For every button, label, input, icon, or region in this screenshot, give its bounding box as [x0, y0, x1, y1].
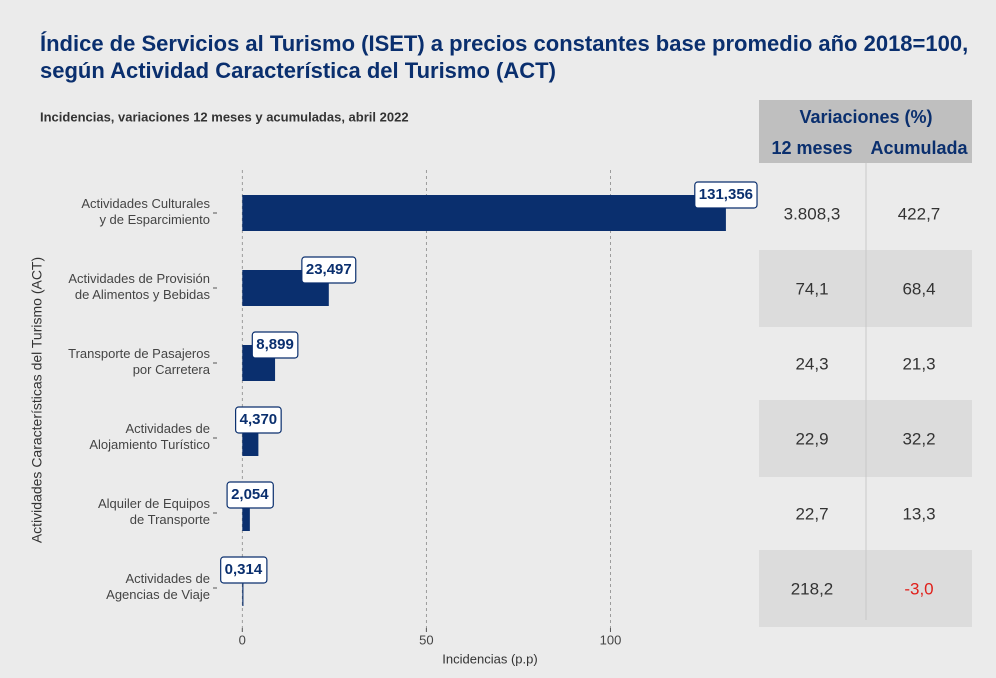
y-axis-title: Actividades Características del Turismo …	[29, 257, 45, 543]
data-label-box	[251, 331, 299, 359]
chart-title: Índice de Servicios al Turismo (ISET) a …	[40, 31, 968, 83]
table-title: Variaciones (%)	[799, 107, 932, 127]
table-cell: 13,3	[902, 504, 935, 523]
table-cell: 68,4	[902, 279, 935, 298]
data-label: 8,899	[256, 336, 294, 353]
column-header: Acumulada	[870, 138, 968, 158]
data-label-box	[220, 556, 268, 584]
y-tick-label: Actividades de Agencias de Viaje	[106, 572, 210, 603]
table-cell: 24,3	[795, 354, 828, 373]
data-label: 23,497	[306, 261, 352, 278]
data-label: 2,054	[231, 486, 269, 503]
bar	[242, 570, 244, 606]
column-header: 12 meses	[771, 138, 852, 158]
x-tick-label: 100	[600, 632, 622, 647]
table-cell: -3,0	[904, 579, 933, 598]
table-cell: 21,3	[902, 354, 935, 373]
data-label-box	[301, 256, 357, 284]
y-tick-label: Actividades de Provisión de Alimentos y B…	[68, 272, 210, 303]
table-header	[759, 100, 972, 163]
data-label: 0,314	[225, 561, 263, 578]
table-cell: 218,2	[791, 579, 834, 598]
data-label-box	[226, 481, 274, 509]
table-cell: 22,9	[795, 429, 828, 448]
x-tick-label: 50	[419, 632, 433, 647]
y-tick-label: Actividades de Alojamiento Turístico	[89, 422, 210, 453]
data-label-box	[694, 181, 758, 209]
table-cell: 22,7	[795, 504, 828, 523]
data-label-box	[235, 406, 282, 434]
table-cell: 74,1	[795, 279, 828, 298]
bar	[242, 195, 726, 231]
y-tick-label: Alquiler de Equipos de Transporte	[98, 497, 211, 528]
x-axis-title: Incidencias (p.p)	[442, 651, 537, 666]
table-cell: 3.808,3	[784, 204, 841, 223]
chart-subtitle: Incidencias, variaciones 12 meses y acum…	[40, 109, 409, 124]
y-tick-label: Transporte de Pasajeros por Carretera	[68, 347, 211, 378]
x-tick-label: 0	[239, 632, 246, 647]
data-label: 131,356	[699, 186, 753, 203]
table-cell: 422,7	[898, 204, 941, 223]
data-label: 4,370	[240, 411, 278, 428]
y-tick-label: Actividades Culturales y de Esparcimiento	[81, 197, 210, 228]
table-cell: 32,2	[902, 429, 935, 448]
bar	[242, 495, 250, 531]
